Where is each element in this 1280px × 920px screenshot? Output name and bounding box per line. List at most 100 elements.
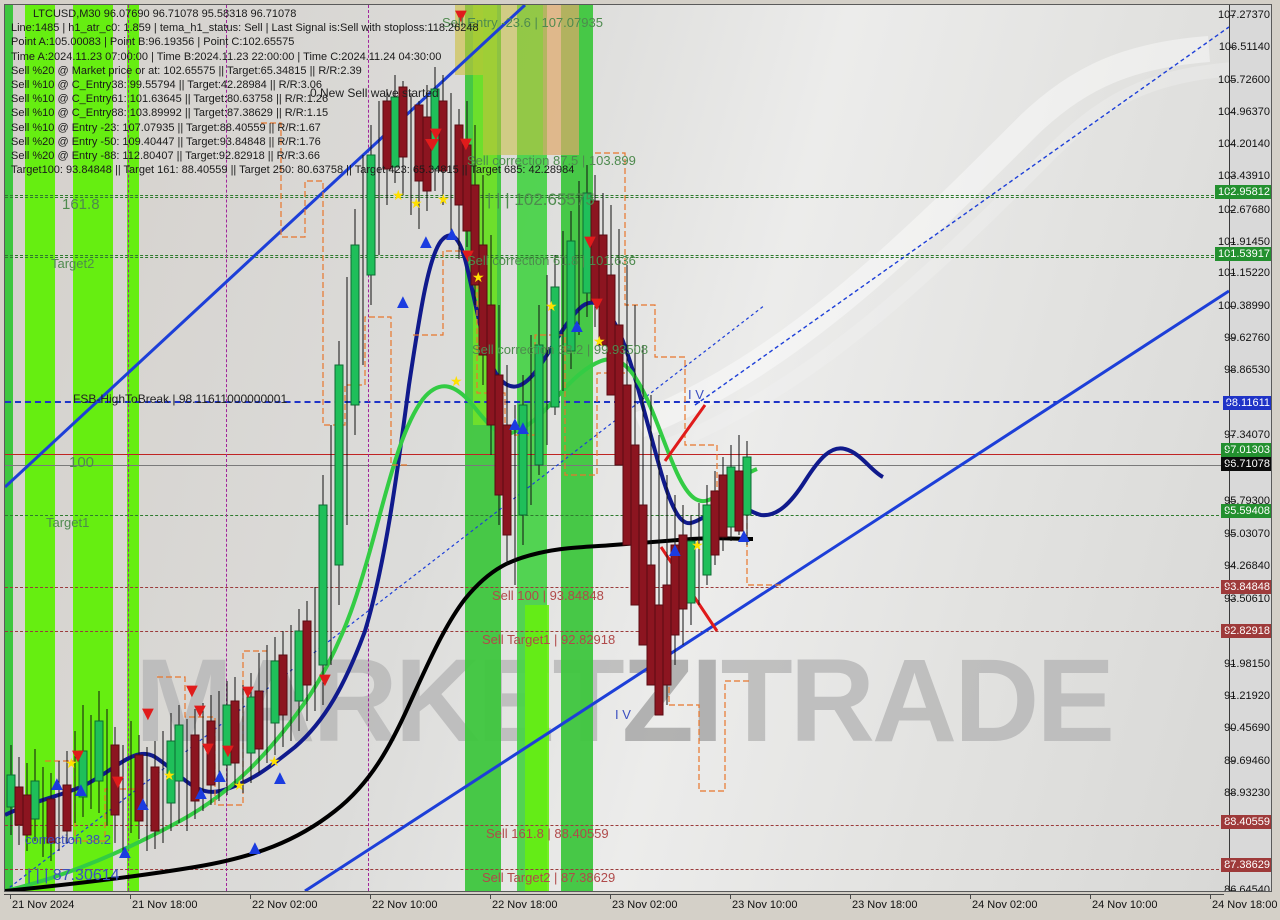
star-marker-icon: ★ bbox=[691, 537, 704, 553]
price-badge[interactable]: 93.84848 bbox=[1221, 580, 1271, 594]
price-tick bbox=[1230, 47, 1235, 48]
session-band bbox=[73, 5, 113, 891]
price-tick bbox=[1230, 664, 1235, 665]
price-tick-label: 91.98150 bbox=[1224, 658, 1270, 670]
time-tick-label: 23 Nov 18:00 bbox=[852, 899, 918, 911]
indicator-overlay bbox=[5, 5, 1229, 891]
level-line-corr618 bbox=[5, 255, 1229, 256]
price-badge[interactable]: 92.82918 bbox=[1221, 624, 1271, 638]
price-tick bbox=[1230, 501, 1235, 502]
buy-arrow-icon: ▲ bbox=[210, 765, 230, 787]
price-badge-pointer bbox=[1227, 510, 1232, 511]
chart-plot-area[interactable]: MARKETZITRADE bbox=[5, 5, 1229, 891]
price-tick bbox=[1230, 242, 1235, 243]
price-tick-label: 104.20140 bbox=[1218, 138, 1270, 150]
price-badge-pointer bbox=[1227, 402, 1232, 403]
price-tick-label: 101.91450 bbox=[1218, 236, 1270, 248]
header-line-5: Sell %10 @ C_Entry38: 99.55794 || Target… bbox=[11, 79, 323, 92]
star-marker-icon: ★ bbox=[392, 187, 405, 203]
buy-arrow-icon: ▲ bbox=[47, 773, 67, 795]
star-marker-icon: ★ bbox=[163, 767, 176, 783]
sell-arrow-icon: ▼ bbox=[218, 740, 238, 762]
price-tick-label: 105.72600 bbox=[1218, 74, 1270, 86]
buy-arrow-icon: ▲ bbox=[513, 417, 533, 439]
sell-arrow-icon: ▼ bbox=[182, 680, 202, 702]
buy-arrow-icon: ▲ bbox=[115, 841, 135, 863]
time-tick-label: 24 Nov 18:00 bbox=[1212, 899, 1278, 911]
session-band bbox=[25, 5, 55, 891]
buy-arrow-icon: ▲ bbox=[133, 793, 153, 815]
day-separator bbox=[128, 5, 129, 891]
price-tick bbox=[1230, 306, 1235, 307]
time-tick bbox=[490, 894, 491, 899]
time-tick-label: 22 Nov 18:00 bbox=[492, 899, 558, 911]
time-tick-label: 21 Nov 18:00 bbox=[132, 899, 198, 911]
price-badge-pointer bbox=[1227, 191, 1232, 192]
price-tick-label: 103.43910 bbox=[1218, 170, 1270, 182]
time-axis[interactable]: 21 Nov 2024 21 Nov 18:00 22 Nov 02:00 22 No… bbox=[4, 892, 1277, 918]
price-tick bbox=[1230, 370, 1235, 371]
time-tick-label: 24 Nov 02:00 bbox=[972, 899, 1038, 911]
time-tick bbox=[1210, 894, 1211, 899]
buy-arrow-icon: ▲ bbox=[245, 837, 265, 859]
price-tick-label: 93.50610 bbox=[1224, 593, 1270, 605]
session-band bbox=[525, 605, 549, 891]
star-marker-icon: ★ bbox=[233, 777, 246, 793]
price-tick-label: 101.15220 bbox=[1218, 267, 1270, 279]
annotation-level-100: 100 bbox=[69, 454, 95, 471]
price-badge-pointer bbox=[1227, 821, 1232, 822]
price-tick-label: 106.51140 bbox=[1218, 41, 1270, 53]
level-line-1618 bbox=[5, 195, 1229, 196]
time-tick-label: 22 Nov 10:00 bbox=[372, 899, 438, 911]
sell-arrow-icon: ▼ bbox=[451, 5, 471, 27]
annotation-sell-corr-382: Sell correction 38.2 | 99.93508 bbox=[472, 342, 649, 357]
session-band bbox=[127, 5, 139, 891]
level-line-target2 bbox=[5, 257, 1229, 258]
annotation-sell-entry: Sell Entry -23.6 | 107.07935 bbox=[442, 15, 603, 30]
buy-arrow-icon: ▲ bbox=[734, 525, 754, 547]
price-badge[interactable]: 98.11611 bbox=[1222, 396, 1271, 410]
annotation-fsb: FSB-HighToBreak | 98.11611000000001 bbox=[73, 392, 288, 406]
star-marker-icon: ★ bbox=[472, 269, 485, 285]
time-tick-label: 23 Nov 10:00 bbox=[732, 899, 798, 911]
annotation-level-1618: 161.8 bbox=[62, 196, 100, 213]
star-marker-icon: ★ bbox=[437, 191, 450, 207]
header-line-2: Point A:105.00083 | Point B:96.19356 | P… bbox=[11, 36, 295, 49]
price-badge[interactable]: 102.95812 bbox=[1215, 185, 1271, 199]
header-line-10: Sell %20 @ Entry -88: 112.80407 || Targe… bbox=[11, 150, 320, 163]
header-line-9: Sell %20 @ Entry -50: 109.40447 || Targe… bbox=[11, 135, 321, 148]
price-tick-label: 90.45690 bbox=[1224, 722, 1270, 734]
annotation-sell-corr-875: Sell correction 87.5 | 103.899 bbox=[467, 153, 636, 168]
price-badge[interactable]: 95.59408 bbox=[1221, 504, 1271, 518]
price-tick-label: 94.26840 bbox=[1224, 560, 1270, 572]
sell-arrow bbox=[425, 125, 439, 151]
price-tick-label: 100.38990 bbox=[1218, 300, 1270, 312]
price-badge-pointer bbox=[1227, 449, 1232, 450]
time-axis-rule bbox=[4, 894, 1224, 895]
annotation-point-c: | | | 102.65575 bbox=[487, 190, 595, 209]
sell-arrow-icon: ▼ bbox=[190, 700, 210, 722]
price-badge[interactable]: 96.71078 bbox=[1221, 457, 1271, 471]
symbol-ohlc-line: LTCUSD,M30 96.07690 96.71078 95.58318 96… bbox=[33, 8, 297, 20]
sell-arrow-icon: ▼ bbox=[198, 738, 218, 760]
sell-arrow-icon: ▼ bbox=[456, 133, 476, 155]
price-tick-label: 88.93230 bbox=[1224, 787, 1270, 799]
annotation-sell-target1: Sell Target1 | 92.82918 bbox=[482, 632, 616, 647]
sell-arrow-icon: ▼ bbox=[108, 771, 128, 793]
header-line-4: Sell %20 @ Market price or at: 102.65575… bbox=[11, 64, 362, 77]
price-axis[interactable]: 107.27370 106.51140 105.72600 104.96370 104.… bbox=[1215, 5, 1271, 891]
annotation-sell-corr-618: Sell correction 61.8 | 101.636 bbox=[467, 253, 636, 268]
sell-arrow-icon: ▼ bbox=[580, 231, 600, 253]
buy-arrow-icon: ▲ bbox=[442, 223, 462, 245]
buy-arrow-icon: ▲ bbox=[71, 779, 91, 801]
level-line-sell1618 bbox=[5, 825, 1229, 826]
time-tick bbox=[10, 894, 11, 899]
price-badge-pointer bbox=[1227, 586, 1232, 587]
price-badge[interactable]: 97.01303 bbox=[1221, 443, 1271, 457]
price-badge[interactable]: 88.40559 bbox=[1221, 815, 1271, 829]
annotation-sell-1618: Sell 161.8 | 88.40559 bbox=[486, 826, 609, 841]
price-badge[interactable]: 101.53917 bbox=[1215, 247, 1271, 261]
price-badge[interactable]: 87.38629 bbox=[1221, 858, 1271, 872]
annotation-target1: Target1 bbox=[46, 515, 90, 530]
